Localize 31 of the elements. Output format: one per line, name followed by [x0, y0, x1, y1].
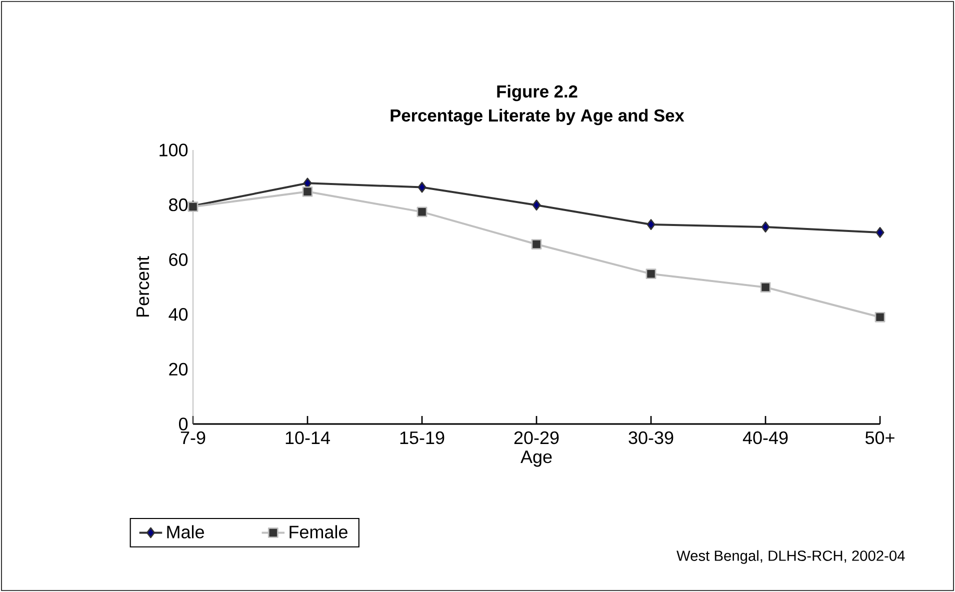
point — [646, 268, 656, 280]
x-tick-label: 20-29 — [514, 431, 559, 444]
x-tick-label: 30-39 — [628, 431, 674, 444]
point — [302, 186, 313, 197]
point — [760, 282, 771, 292]
point — [874, 312, 886, 322]
text: West Bengal, DLHS-RCH, 2002-04 — [676, 550, 905, 564]
point — [418, 182, 426, 193]
x-tick-label: 10-14 — [286, 431, 330, 444]
x-tick-label: 7-9 — [180, 431, 206, 444]
x-axis-title: Age — [520, 450, 552, 467]
y-tick-label: 60 — [169, 253, 188, 266]
point — [646, 219, 656, 230]
y-tick-label: 20 — [169, 362, 188, 376]
x-tick-label: 15-19 — [400, 431, 444, 444]
point — [761, 222, 770, 232]
point — [531, 239, 542, 250]
chart-subtitle: Percentage Literate by Age and Sex — [390, 108, 684, 126]
legend-label: Male — [167, 525, 204, 538]
chart-title: Figure 2.2 — [497, 84, 578, 102]
point — [532, 200, 541, 211]
y-tick-label: 100 — [160, 144, 188, 156]
point — [416, 206, 428, 218]
point — [876, 227, 884, 238]
x-tick-label: 40-49 — [742, 431, 788, 444]
y-axis-title: Percent — [136, 256, 150, 317]
y-tick-label: 80 — [169, 198, 188, 212]
x-tick-label: 50+ — [865, 431, 894, 444]
legend-label: Female — [290, 525, 348, 538]
y-tick-label: 40 — [168, 308, 188, 321]
y-tick-label: 0 — [178, 418, 188, 430]
